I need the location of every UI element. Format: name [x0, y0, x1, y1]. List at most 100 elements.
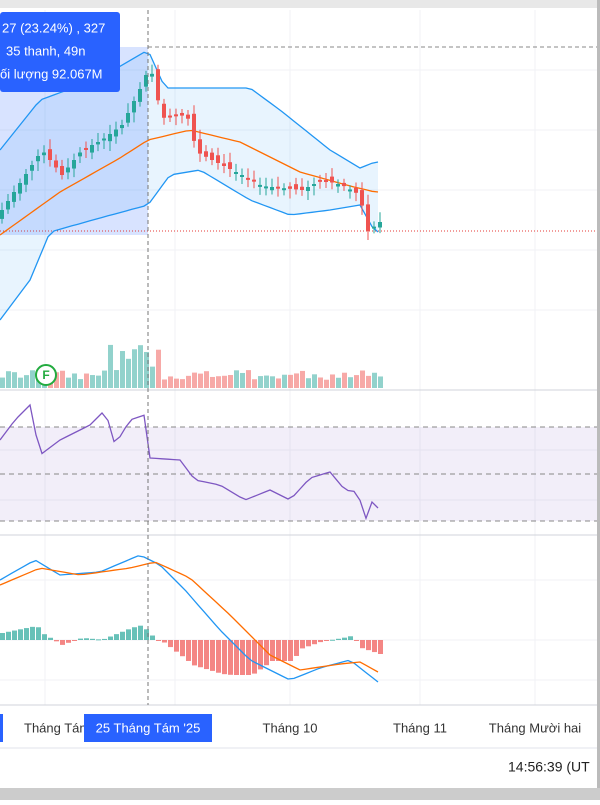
candle-body [318, 179, 322, 182]
candle-body [48, 149, 52, 160]
rsi-line [0, 403, 379, 521]
candle-body [138, 89, 142, 102]
candle-body [240, 175, 244, 177]
candle-body [234, 172, 238, 174]
candle-body [312, 184, 316, 186]
candle-body [42, 152, 46, 156]
macd-hist [228, 640, 233, 675]
macd-line [0, 555, 379, 683]
candle-body [330, 176, 334, 183]
x-axis-label: Tháng 11 [393, 720, 447, 735]
right-border [597, 0, 600, 800]
candle-body [102, 138, 106, 141]
x-axis-label: Tháng Mười hai [489, 720, 581, 735]
clock[interactable]: 14:56:39 (UT [508, 759, 590, 775]
macd-hist [306, 640, 311, 647]
volume-bar [354, 375, 359, 388]
grid [0, 10, 597, 705]
candle-body [114, 129, 118, 137]
volume-bar [84, 373, 89, 388]
macd-hist [72, 640, 77, 641]
range-edge [0, 714, 3, 742]
macd-hist [36, 627, 41, 640]
tooltip-line: 27 (23.24%) , 327 [2, 20, 105, 35]
macd-hist [324, 640, 329, 641]
volume-bar [234, 370, 239, 388]
macd-hist [78, 638, 83, 640]
volume-bar [264, 375, 269, 388]
macd-hist [294, 640, 299, 656]
volume-bar [174, 378, 179, 388]
candle-body [300, 186, 304, 190]
macd-hist [48, 637, 53, 640]
x-axis-label: Tháng Tám [24, 720, 90, 735]
candle-body [336, 184, 340, 187]
macd-hist [210, 640, 215, 671]
volume-bar [180, 379, 185, 388]
candle-body [276, 186, 280, 189]
signal-line [0, 561, 379, 673]
macd-hist [6, 631, 11, 640]
macd-hist [318, 640, 323, 643]
volume-bar [348, 377, 353, 388]
candle-body [36, 156, 40, 162]
candle-body [78, 152, 82, 157]
macd-hist [90, 638, 95, 640]
candle-body [192, 113, 196, 141]
candle-body [126, 113, 130, 123]
macd-hist [288, 640, 293, 661]
x-axis-highlight [84, 714, 212, 742]
macd-hist [0, 633, 5, 640]
macd-hist [366, 640, 371, 651]
volume-bar [222, 375, 227, 388]
volume-bar [150, 366, 155, 388]
macd-hist [300, 640, 305, 649]
volume-bar [6, 371, 11, 388]
volume-bar [186, 375, 191, 388]
macd-hist [252, 640, 257, 674]
macd-hist [330, 639, 335, 641]
candle-body [186, 114, 190, 119]
volume-bar [24, 375, 29, 388]
candle-body [24, 174, 28, 185]
macd-hist [156, 640, 161, 641]
volume-bar [132, 349, 137, 388]
volume-bar [246, 370, 251, 388]
volume-bar [360, 370, 365, 388]
event-marker[interactable] [35, 364, 57, 386]
candle-body [216, 155, 220, 163]
volume-bar [198, 373, 203, 388]
macd-hist [12, 630, 17, 640]
macd-hist [102, 638, 107, 640]
volume-bar [258, 376, 263, 388]
x-axis-label: Tháng 10 [263, 720, 318, 735]
volume-bar [36, 378, 41, 388]
volume-bar [216, 376, 221, 388]
macd-hist [96, 639, 101, 641]
macd-hist [234, 640, 239, 675]
tooltip [0, 12, 120, 92]
volume-bar [312, 374, 317, 388]
candle-body [324, 180, 328, 183]
x-axis-highlight-label: 25 Tháng Tám '25 [96, 720, 201, 735]
macd-hist [180, 640, 185, 657]
macd-hist [60, 640, 65, 645]
macd-hist [42, 634, 47, 640]
candle-body [246, 177, 250, 180]
candle-body [162, 103, 166, 118]
volume-bar [168, 376, 173, 388]
volume-bar [156, 349, 161, 388]
tooltip-line: ối lượng 92.067M [0, 66, 103, 81]
volume-bar [228, 375, 233, 388]
volume-bar [0, 377, 5, 388]
macd-hist [312, 640, 317, 645]
candle-body [258, 184, 262, 187]
macd-hist [276, 640, 281, 661]
candle-body [360, 190, 364, 206]
candle-body [12, 192, 16, 202]
candle-body [342, 182, 346, 187]
volume-bar [162, 379, 167, 388]
candle-body [378, 222, 382, 228]
plot [0, 51, 383, 683]
